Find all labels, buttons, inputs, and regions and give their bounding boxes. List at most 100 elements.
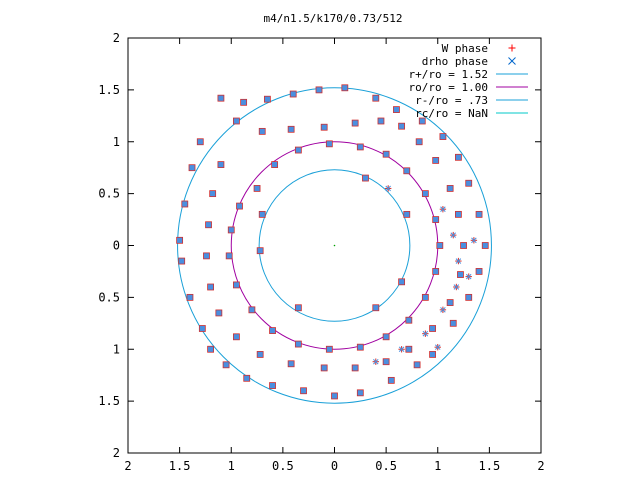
data-point [287,125,295,133]
data-point [269,327,276,334]
data-point [325,345,333,353]
y-tick-label: 1.5 [98,394,120,408]
data-point [331,392,338,400]
circle-r-ro-1-52 [177,87,492,404]
data-point [294,340,302,348]
data-point [233,117,240,125]
data-point [207,345,215,353]
data-point [429,351,436,358]
data-point [432,157,440,164]
data-point [315,86,323,94]
data-point [215,309,223,317]
data-point [454,153,462,161]
legend-label: r-/ro = .73 [415,94,488,107]
data-point [258,210,266,218]
data-point [362,174,369,182]
data-point [387,376,395,384]
data-point [465,179,473,187]
data-point [405,316,413,324]
x-tick-label: 1 [228,459,235,473]
data-point [372,304,380,312]
data-point [398,122,406,130]
data-point [287,360,295,368]
data-point [289,90,297,98]
data-point [320,364,328,372]
x-tick-label: 0 [331,459,338,473]
legend-label: ro/ro = 1.00 [409,81,488,94]
chart-title: m4/n1.5/k170/0.73/512 [263,12,402,25]
data-point [222,361,230,369]
data-point [320,123,328,131]
data-point [225,252,233,260]
data-point [393,106,400,113]
data-point [325,140,333,148]
data-point-star [422,330,429,337]
data-point [196,138,204,146]
data-point-star [450,231,457,239]
data-point [439,133,447,140]
legend-label: drho phase [422,55,488,68]
data-point-star [372,358,379,365]
data-point [258,127,266,135]
data-point [248,306,256,314]
data-point [341,84,349,92]
data-point [240,98,248,106]
data-point-star [453,283,460,291]
y-tick-label: 1 [113,135,120,149]
data-point [356,343,364,351]
data-point-star [470,237,478,244]
x-tick-label: 0.5 [375,459,397,473]
data-point [233,281,240,289]
data-point [256,247,264,255]
data-point [421,190,429,198]
legend-label: r+/ro = 1.52 [409,68,488,81]
data-point [465,293,473,301]
y-tick-label: 2 [113,446,120,460]
data-point [263,95,271,103]
data-point [227,226,235,234]
origin-marker [333,244,336,247]
data-point [403,167,411,175]
data-point [377,117,385,125]
data-point [475,210,483,218]
data-point [253,185,261,192]
data-point [429,325,436,332]
data-point [300,387,307,395]
y-tick-label: 0 [113,239,120,253]
data-point-star [465,273,472,280]
y-tick-label: 1.5 [98,83,120,97]
data-point [372,94,380,102]
legend-label: rc/ro = NaN [415,107,488,120]
data-point [481,242,489,249]
y-tick-label: 0.5 [98,187,120,201]
data-point-star [439,306,447,314]
data-point [436,242,444,249]
data-point [382,333,390,341]
data-point [188,164,196,172]
x-tick-label: 1.5 [169,459,191,473]
data-point [351,364,359,372]
data-point [460,242,467,249]
data-point [205,221,212,229]
data-point [217,94,225,102]
data-point [209,190,217,198]
data-point [186,293,194,301]
data-points [176,84,489,400]
axis-ticks: 2 1.5 1 0.5 0 0.5 1 1.5 221.510.500.511.52 [98,31,544,473]
data-point [294,146,302,154]
data-point [356,389,364,397]
data-point [413,361,421,369]
data-point [446,299,454,306]
data-point [446,185,454,192]
data-point-star [439,205,447,213]
data-point [403,210,411,218]
data-point-star [434,343,441,351]
data-point [271,161,279,168]
data-point [178,257,186,265]
data-point [382,358,390,366]
data-point [181,200,189,208]
x-tick-label: 2 [537,459,544,473]
data-point [405,345,413,353]
